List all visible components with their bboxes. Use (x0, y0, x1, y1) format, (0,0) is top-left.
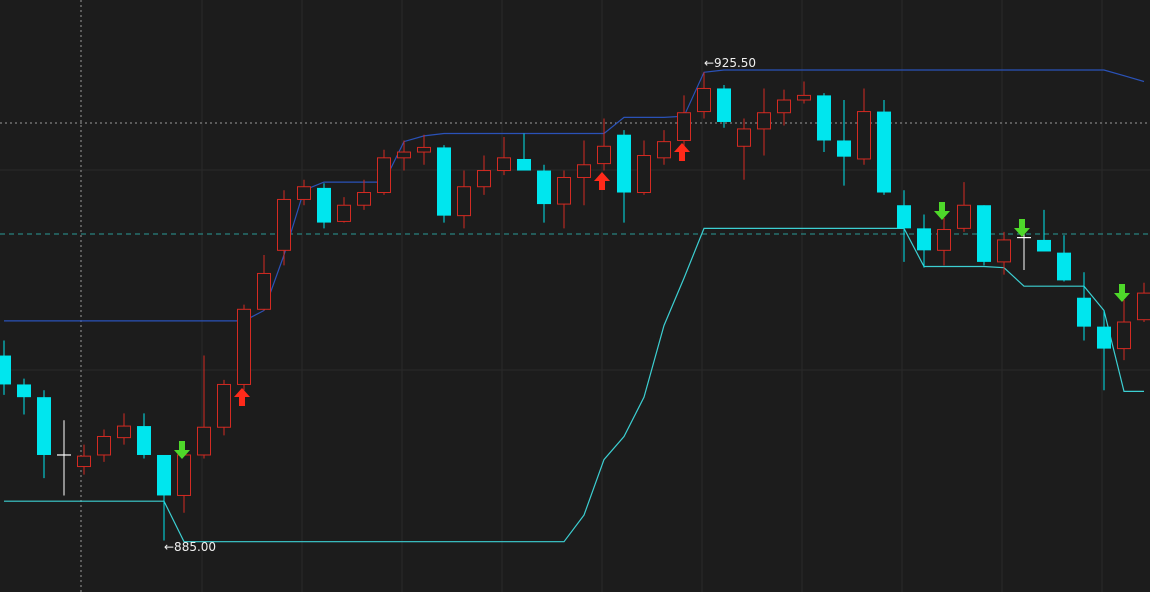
candle-body (877, 111, 891, 193)
candle-body (257, 272, 271, 310)
candle-body (1077, 297, 1091, 327)
buy-arrow (674, 143, 690, 161)
candle-body (497, 157, 511, 172)
candle-body (697, 87, 711, 113)
signals (174, 143, 1130, 459)
candle-body (197, 426, 211, 456)
candle-body (1117, 321, 1131, 350)
candle-body (777, 99, 791, 114)
sell-arrow (1114, 284, 1130, 302)
candle-body (1037, 239, 1051, 252)
candle-body (857, 111, 871, 160)
sell-arrow (174, 441, 190, 459)
candle-body (897, 205, 911, 229)
candle-body (137, 426, 151, 455)
sell-arrow (1014, 219, 1030, 237)
candle-body (97, 435, 111, 456)
candle-body (957, 204, 971, 229)
annotation: ←925.50 (704, 56, 756, 70)
candle-body (77, 455, 91, 468)
candle-body (277, 198, 291, 251)
candle-body (437, 147, 451, 216)
candle-body (557, 176, 571, 205)
candle-body (117, 425, 131, 439)
indicator-line (4, 69, 1145, 322)
candle-body (17, 384, 31, 398)
candle-body (537, 170, 551, 205)
indicator-line (4, 227, 1144, 543)
candle-body (817, 95, 831, 141)
candle-body (397, 151, 411, 159)
candle-body (237, 308, 251, 385)
candle-body (517, 158, 531, 171)
candle-body (597, 145, 611, 165)
buy-arrow (234, 388, 250, 406)
candle-body (1097, 326, 1111, 349)
candle-body (297, 186, 311, 200)
candle-body (617, 134, 631, 193)
candle-body (317, 187, 331, 223)
candle-body (997, 239, 1011, 263)
candle-body (577, 164, 591, 178)
candle-body (837, 140, 851, 157)
annotation: ←885.00 (164, 540, 216, 554)
candle-body (797, 94, 811, 101)
candle-body (37, 397, 51, 455)
candle-body (457, 186, 471, 217)
candle-body (937, 229, 951, 251)
candle-body (717, 88, 731, 122)
candle-body (477, 170, 491, 188)
candle-body (637, 155, 651, 194)
candle-body (757, 112, 771, 130)
candle-body (977, 205, 991, 262)
candle-body (177, 454, 191, 496)
plot (0, 69, 1150, 543)
candle-body (377, 157, 391, 194)
candle-body (1057, 252, 1071, 281)
candle-body (1137, 292, 1150, 321)
candle-body (217, 383, 231, 428)
candle-body (357, 192, 371, 206)
candle-body (917, 228, 931, 251)
candle-body (157, 454, 171, 496)
candle-body (0, 355, 11, 385)
sell-arrow (934, 202, 950, 220)
buy-arrow (594, 172, 610, 190)
candle-body (417, 146, 431, 153)
candle-body (337, 204, 351, 222)
candle-body (677, 112, 691, 141)
candle-body (657, 141, 671, 159)
candle-body (737, 128, 751, 147)
